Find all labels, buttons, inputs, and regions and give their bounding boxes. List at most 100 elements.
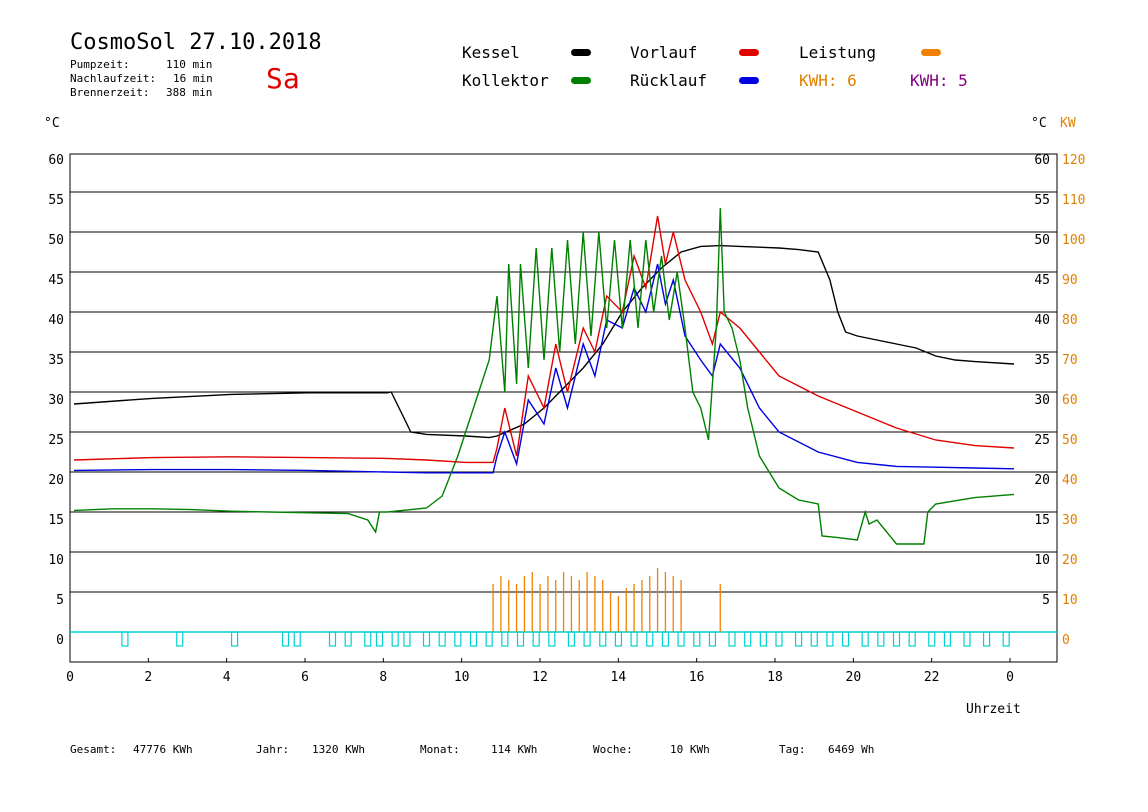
pump-pulse — [281, 631, 290, 647]
legend-kwh-purple: KWH: 5 — [910, 71, 968, 90]
x-tick-label: 0 — [66, 670, 74, 685]
x-axis-label: Uhrzeit — [966, 702, 1021, 717]
pump-pulse — [328, 631, 337, 647]
pump-pulse — [485, 631, 493, 647]
stat-pumpzeit-value: 110 min — [166, 58, 213, 71]
pump-pulse — [928, 631, 936, 647]
pump-pulse — [583, 631, 591, 647]
pump-pulse — [661, 631, 670, 647]
y-tick-label-right: 35 — [1034, 353, 1050, 368]
pump-pulse — [841, 631, 850, 647]
y-tick-label-kw: 110 — [1062, 193, 1085, 208]
pump-pulse — [963, 631, 971, 647]
legend-ruecklauf-label: Rücklauf — [630, 71, 708, 90]
footer-woche-value: 10 KWh — [670, 743, 710, 756]
pump-pulse — [344, 631, 352, 647]
y-tick-label-kw: 90 — [1062, 273, 1078, 288]
pump-pulse — [391, 631, 399, 647]
y-tick-label-right: 30 — [1034, 393, 1050, 408]
pump-pulse — [708, 631, 717, 647]
pump-pulse — [943, 631, 952, 647]
x-tick-label: 22 — [924, 670, 940, 685]
y-tick-label-right: 25 — [1034, 433, 1050, 448]
stat-pumpzeit-label: Pumpzeit: — [70, 58, 130, 71]
y-tick-label-left: 45 — [48, 273, 64, 288]
pump-pulse — [908, 631, 916, 647]
pump-pulse — [1002, 631, 1010, 647]
y-tick-label-right: 20 — [1034, 473, 1050, 488]
pump-pulse — [403, 631, 411, 647]
footer-monat-value: 114 KWh — [491, 743, 538, 756]
y-tick-label-right: 60 — [1034, 153, 1050, 168]
footer-jahr-label: Jahr: — [256, 743, 290, 756]
y-tick-label-left: 20 — [48, 473, 64, 488]
y-tick-label-right: 55 — [1034, 193, 1050, 208]
x-tick-label: 14 — [611, 670, 627, 685]
y-tick-label-kw: 50 — [1062, 433, 1078, 448]
legend-leistung-swatch — [921, 49, 941, 56]
pump-pulse — [548, 631, 556, 647]
y-tick-label-left: 10 — [48, 553, 64, 568]
legend-kessel-label: Kessel — [462, 43, 520, 62]
x-tick-label: 12 — [532, 670, 548, 685]
y-tick-label-left: 40 — [48, 313, 64, 328]
y-tick-label-left: 5 — [56, 593, 64, 608]
chart-title: CosmoSol 27.10.2018 — [70, 30, 322, 55]
x-tick-label: 0 — [1006, 670, 1014, 685]
footer-monat-label: Monat: — [420, 743, 460, 756]
series-rcklauf-line — [73, 263, 1015, 474]
pump-pulse — [892, 631, 901, 647]
pump-pulse — [861, 631, 869, 647]
pump-pulse — [375, 631, 384, 647]
pump-pulse — [567, 631, 576, 647]
footer-woche-label: Woche: — [593, 743, 633, 756]
series-kollektor-line — [73, 207, 1015, 545]
pump-pulse — [599, 631, 607, 647]
pump-pulse — [293, 631, 301, 647]
stat-nachlaufzeit-label: Nachlaufzeit: — [70, 72, 157, 85]
pump-pulse — [501, 631, 509, 647]
pump-pulse — [454, 631, 462, 647]
pump-pulse — [693, 631, 701, 647]
x-tick-label: 18 — [767, 670, 783, 685]
pump-pulse — [810, 631, 818, 647]
right-axis-unit: °C — [1031, 116, 1047, 131]
y-tick-label-kw: 30 — [1062, 513, 1078, 528]
x-tick-label: 6 — [301, 670, 309, 685]
pump-pulse — [230, 631, 239, 647]
footer-jahr-value: 1320 KWh — [312, 743, 365, 756]
pump-pulse — [364, 631, 372, 647]
series-kessel-line — [73, 244, 1015, 439]
footer-gesamt-label: Gesamt: — [70, 743, 117, 756]
pump-pulse — [744, 631, 752, 647]
pump-pulse — [677, 631, 685, 647]
pump-pulse — [516, 631, 525, 647]
pump-pulse — [438, 631, 446, 647]
y-tick-label-kw: 0 — [1062, 633, 1070, 648]
y-tick-label-kw: 70 — [1062, 353, 1078, 368]
legend-vorlauf-swatch — [739, 49, 759, 56]
x-tick-label: 10 — [454, 670, 470, 685]
y-tick-label-kw: 120 — [1062, 153, 1085, 168]
pump-pulse — [176, 631, 184, 647]
y-tick-label-left: 55 — [48, 193, 64, 208]
pump-pulse — [532, 631, 540, 647]
weekday-label: Sa — [266, 62, 300, 95]
y-tick-label-left: 0 — [56, 633, 64, 648]
pump-pulse — [646, 631, 654, 647]
y-tick-label-kw: 40 — [1062, 473, 1078, 488]
y-tick-label-right: 5 — [1042, 593, 1050, 608]
pump-pulse — [630, 631, 638, 647]
pump-pulse — [775, 631, 783, 647]
y-tick-label-kw: 20 — [1062, 553, 1078, 568]
footer-gesamt-value: 47776 KWh — [133, 743, 193, 756]
y-tick-label-left: 60 — [48, 153, 64, 168]
x-tick-label: 2 — [144, 670, 152, 685]
plot-frame — [69, 153, 1058, 663]
y-tick-label-left: 15 — [48, 513, 64, 528]
y-tick-label-right: 10 — [1034, 553, 1050, 568]
pump-pulse — [121, 631, 129, 647]
pump-pulse — [982, 631, 991, 647]
legend-kollektor-swatch — [571, 77, 591, 84]
